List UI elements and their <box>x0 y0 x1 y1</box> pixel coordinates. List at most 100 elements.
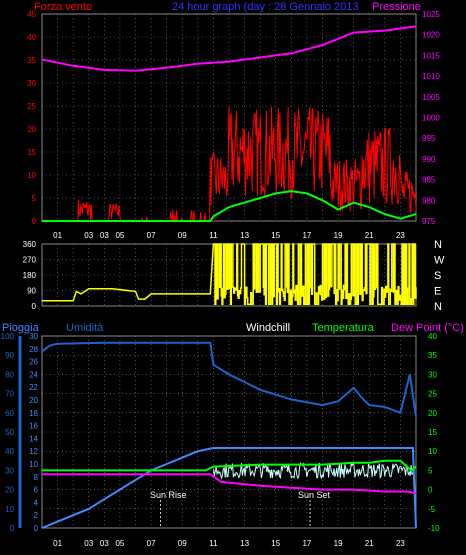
wind-tick-label: 0 <box>32 217 37 226</box>
x-tick-label: 21 <box>365 231 374 240</box>
x-tick-label: 23 <box>396 231 405 240</box>
temperature-tick-label: 20 <box>428 409 437 418</box>
compass-label: E <box>434 286 441 298</box>
x-tick-label: 05 <box>115 539 124 548</box>
humidity-tick-label: 100 <box>1 332 15 341</box>
x-tick-label: 09 <box>178 231 187 240</box>
x-tick-label: 05 <box>115 231 124 240</box>
humidity-tick-label: 10 <box>5 505 14 514</box>
x-tick-label: 11 <box>209 539 218 548</box>
rain-tick-label: 14 <box>29 434 38 443</box>
x-tick-label: 13 <box>240 231 249 240</box>
x-tick-label: 19 <box>334 539 343 548</box>
temperature-tick-label: 30 <box>428 370 437 379</box>
direction-tick-label: 270 <box>23 256 37 265</box>
pressure-line <box>41 25 417 72</box>
rain-line <box>41 447 417 529</box>
direction-tick-label: 180 <box>23 271 37 280</box>
temperature-tick-label: -10 <box>428 524 440 533</box>
temperature-label: Temperatura <box>312 322 375 334</box>
pressure-tick-label: 1000 <box>422 114 440 123</box>
x-tick-label: 09 <box>178 539 187 548</box>
direction-tick-label: 360 <box>23 240 37 249</box>
wind-tick-label: 5 <box>32 194 37 203</box>
direction-tick-label: 0 <box>32 302 37 311</box>
dewpoint-line <box>42 473 417 495</box>
compass-label: S <box>434 270 441 282</box>
temperature-tick-label: 15 <box>428 428 437 437</box>
pressure-tick-label: 1005 <box>422 93 440 102</box>
temperature-tick-label: 25 <box>428 390 437 399</box>
rain-tick-label: 6 <box>34 486 39 495</box>
humidity-axis-label: Umidità <box>66 322 104 334</box>
rain-tick-label: 22 <box>29 383 38 392</box>
pressure-tick-label: 1025 <box>422 10 440 19</box>
humidity-tick-label: 80 <box>5 370 14 379</box>
rain-axis-label: Pioggia <box>2 322 40 334</box>
temperature-tick-label: 35 <box>428 351 437 360</box>
humidity-tick-label: 20 <box>5 486 14 495</box>
wind-tick-label: 25 <box>27 102 36 111</box>
temperature-tick-label: 5 <box>428 466 433 475</box>
rain-tick-label: 16 <box>29 422 38 431</box>
wind-tick-label: 40 <box>27 33 36 42</box>
wind-tick-label: 20 <box>27 125 36 134</box>
wind-tick-label: 30 <box>27 79 36 88</box>
wind-tick-label: 10 <box>27 171 36 180</box>
x-tick-label: 11 <box>209 231 218 240</box>
pressure-tick-label: 1015 <box>422 51 440 60</box>
rain-tick-label: 2 <box>34 511 39 520</box>
rain-tick-label: 10 <box>29 460 38 469</box>
rain-tick-label: 20 <box>29 396 38 405</box>
pressure-tick-label: 985 <box>422 176 436 185</box>
humidity-tick-label: 30 <box>5 466 14 475</box>
pressure-axis-label: Pressione <box>372 1 421 13</box>
temperature-tick-label: 0 <box>428 486 433 495</box>
x-tick-label: 03 <box>84 231 93 240</box>
rain-tick-label: 0 <box>34 524 39 533</box>
compass-label: N <box>434 301 442 313</box>
x-tick-label: 17 <box>302 231 311 240</box>
x-tick-label: 03 <box>100 539 109 548</box>
pressure-tick-label: 995 <box>422 134 436 143</box>
rain-tick-label: 28 <box>29 345 38 354</box>
wind-direction-line <box>42 243 417 306</box>
humidity-tick-label: 0 <box>10 524 15 533</box>
wind-tick-label: 15 <box>27 148 36 157</box>
compass-label: W <box>434 255 445 267</box>
humidity-line <box>41 341 417 417</box>
windchill-label: Windchill <box>246 322 290 334</box>
dewpoint-label: Dew Point (°C) <box>391 322 464 334</box>
humidity-tick-label: 60 <box>5 409 14 418</box>
compass-label: N <box>434 239 442 251</box>
wind-tick-label: 35 <box>27 56 36 65</box>
x-tick-label: 23 <box>396 539 405 548</box>
rain-tick-label: 26 <box>29 358 38 367</box>
rain-tick-label: 24 <box>29 370 38 379</box>
temperature-line <box>42 459 417 472</box>
x-tick-label: 19 <box>334 231 343 240</box>
pressure-tick-label: 1010 <box>422 72 440 81</box>
x-tick-label: 07 <box>147 539 156 548</box>
pressure-tick-label: 990 <box>422 155 436 164</box>
sunrise-label: Sun Rise <box>150 490 187 500</box>
sunset-label: Sun Set <box>298 490 331 500</box>
wind-tick-label: 45 <box>27 10 36 19</box>
temperature-tick-label: -5 <box>428 505 436 514</box>
humidity-tick-label: 90 <box>5 351 14 360</box>
rain-tick-label: 18 <box>29 409 38 418</box>
wind-axis-label: Forza vento <box>34 1 92 13</box>
temperature-tick-label: 40 <box>428 332 437 341</box>
x-tick-label: 21 <box>365 539 374 548</box>
x-tick-label: 13 <box>240 539 249 548</box>
humidity-tick-label: 40 <box>5 447 14 456</box>
x-tick-label: 01 <box>53 231 62 240</box>
x-tick-label: 03 <box>84 539 93 548</box>
humidity-tick-label: 50 <box>5 428 14 437</box>
x-tick-label: 01 <box>53 539 62 548</box>
temperature-tick-label: 10 <box>428 447 437 456</box>
x-tick-label: 15 <box>271 231 280 240</box>
windchill-line <box>212 461 414 480</box>
chart-title: 24 hour graph (day : 28 Gennaio 2013 <box>172 1 359 13</box>
